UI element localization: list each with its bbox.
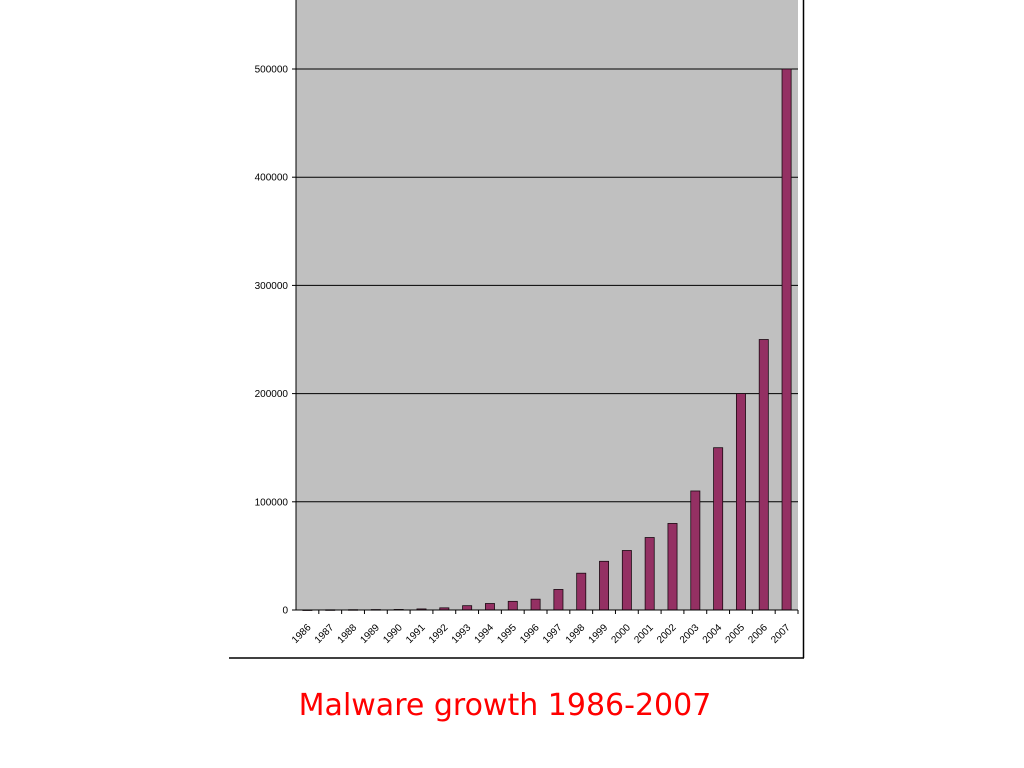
bar-2006 (758, 339, 769, 611)
y-tick-label: 300000 (255, 281, 289, 292)
x-tick-label: 1994 (473, 622, 497, 646)
y-tick-label: 0 (282, 606, 288, 617)
bar-2001 (644, 537, 655, 611)
x-tick-label: 1988 (336, 622, 360, 646)
x-tick-label: 1996 (518, 622, 542, 646)
bar-1995 (507, 600, 518, 611)
x-tick-label: 1986 (290, 622, 314, 646)
bar-1996 (530, 598, 541, 611)
bar-2003 (690, 490, 701, 611)
bar-1999 (599, 560, 610, 611)
x-tick-label: 2001 (632, 622, 656, 646)
x-tick-label: 2005 (724, 622, 748, 646)
x-tick-label: 2003 (678, 622, 702, 646)
x-tick-label: 2004 (701, 622, 725, 646)
bar-1997 (553, 589, 564, 611)
y-tick-label: 200000 (255, 389, 289, 400)
x-tick-label: 1987 (313, 622, 337, 646)
bar-2005 (735, 393, 746, 611)
x-tick-label: 2000 (609, 622, 633, 646)
x-tick-label: 1998 (564, 622, 588, 646)
x-tick-label: 1991 (404, 622, 428, 646)
x-tick-label: 1997 (541, 622, 565, 646)
bar-2002 (667, 523, 678, 611)
bar-2000 (621, 550, 632, 611)
bar-2007 (781, 68, 792, 611)
x-tick-label: 1989 (358, 622, 382, 646)
x-tick-label: 1990 (381, 622, 405, 646)
x-tick-label: 1993 (450, 622, 474, 646)
y-tick-label: 400000 (255, 173, 289, 184)
bar-1993 (462, 605, 473, 611)
x-axis-ticks: 1986 1987 1988 1989 1990 1991 1992 1993 1994 1995… (290, 610, 799, 646)
x-tick-label: 1999 (587, 622, 611, 646)
bar-1994 (484, 603, 495, 611)
x-tick-label: 2006 (746, 622, 770, 646)
x-tick-label: 2002 (655, 622, 679, 646)
x-tick-label: 1995 (495, 622, 519, 646)
chart-caption: Malware growth 1986-2007 (298, 688, 712, 723)
y-tick-label: 500000 (255, 65, 289, 76)
bar-1998 (576, 572, 587, 611)
x-tick-label: 2007 (769, 622, 793, 646)
bar-2004 (713, 447, 724, 611)
x-tick-label: 1992 (427, 622, 451, 646)
y-tick-label: 100000 (255, 497, 289, 508)
y-axis-ticks: 0 100000 200000 300000 400000 500000 (255, 65, 296, 617)
